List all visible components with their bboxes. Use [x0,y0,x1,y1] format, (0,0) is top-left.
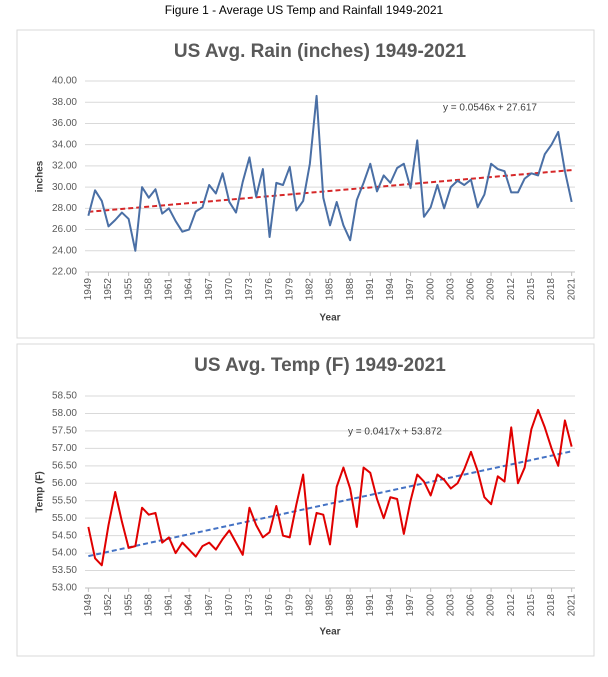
x-tick-label: 1955 [123,278,134,301]
x-tick-label: 1988 [345,278,356,301]
y-tick-label: 57.50 [52,426,77,437]
y-axis-title: Temp (F) [35,471,46,512]
x-tick-label: 2003 [445,278,456,301]
x-tick-label: 2000 [425,594,436,617]
x-tick-label: 2006 [466,594,477,617]
y-tick-label: 56.00 [52,478,77,489]
x-tick-label: 2009 [486,594,497,617]
y-tick-label: 54.00 [52,548,77,559]
x-tick-label: 1961 [164,278,175,301]
data-line [87,408,573,567]
x-tick-label: 2021 [566,278,577,301]
x-tick-label: 1997 [405,278,416,301]
y-tick-label: 40.00 [52,76,77,87]
x-tick-label: 1949 [83,278,94,301]
x-tick-label: 2003 [445,594,456,617]
y-tick-label: 57.00 [52,443,77,454]
x-tick-label: 2000 [425,278,436,301]
x-tick-label: 1994 [385,278,396,301]
x-tick-label: 2012 [506,278,517,301]
x-tick-label: 1973 [244,594,255,617]
x-tick-label: 1991 [365,594,376,617]
x-tick-label: 1991 [365,278,376,301]
x-tick-label: 1994 [385,594,396,617]
y-tick-label: 24.00 [52,245,77,256]
y-tick-label: 28.00 [52,203,77,214]
y-tick-label: 55.00 [52,513,77,524]
y-tick-label: 22.00 [52,267,77,278]
x-tick-label: 1964 [184,278,195,301]
y-tick-label: 55.50 [52,495,77,506]
x-tick-label: 1985 [325,278,336,301]
y-tick-label: 32.00 [52,161,77,172]
chart-title: US Avg. Temp (F) 1949-2021 [194,355,446,376]
y-tick-label: 36.00 [52,118,77,129]
y-tick-label: 26.00 [52,224,77,235]
x-tick-label: 2009 [486,278,497,301]
y-tick-label: 30.00 [52,182,77,193]
x-tick-label: 1985 [325,594,336,617]
x-tick-label: 2021 [566,594,577,617]
x-tick-label: 1967 [204,278,215,301]
y-tick-label: 56.50 [52,460,77,471]
y-tick-label: 53.50 [52,565,77,576]
x-tick-label: 2015 [526,278,537,301]
y-tick-label: 58.00 [52,408,77,419]
x-tick-label: 1958 [143,594,154,617]
x-tick-label: 1973 [244,278,255,301]
x-tick-label: 1970 [224,594,235,617]
x-tick-label: 1970 [224,278,235,301]
x-tick-label: 2018 [546,278,557,301]
trendline-equation: y = 0.0546x + 27.617 [443,103,537,114]
x-tick-label: 1982 [305,594,316,617]
x-tick-label: 1955 [123,594,134,617]
x-tick-label: 1988 [345,594,356,617]
x-tick-label: 1949 [83,594,94,617]
x-axis-title: Year [319,627,340,638]
x-tick-label: 1967 [204,594,215,617]
figure-title: Figure 1 - Average US Temp and Rainfall … [165,3,444,17]
x-tick-label: 1961 [164,594,175,617]
x-tick-label: 2006 [466,278,477,301]
x-tick-label: 1979 [284,594,295,617]
x-tick-label: 1976 [264,278,275,301]
x-tick-label: 1976 [264,594,275,617]
x-axis-title: Year [319,313,340,324]
x-tick-label: 2018 [546,594,557,617]
y-tick-label: 34.00 [52,139,77,150]
y-axis-title: inches [35,160,46,192]
x-tick-label: 1952 [103,278,114,301]
x-tick-label: 2012 [506,594,517,617]
trendline [88,169,572,213]
trendline-equation: y = 0.0417x + 53.872 [348,427,442,438]
y-tick-label: 38.00 [52,97,77,108]
data-line [87,94,573,252]
x-tick-label: 1958 [143,278,154,301]
x-tick-label: 2015 [526,594,537,617]
x-tick-label: 1997 [405,594,416,617]
x-tick-label: 1982 [305,278,316,301]
x-tick-label: 1964 [184,594,195,617]
x-tick-label: 1952 [103,594,114,617]
y-tick-label: 53.00 [52,583,77,594]
chart-title: US Avg. Rain (inches) 1949-2021 [174,41,467,62]
y-tick-label: 54.50 [52,530,77,541]
y-tick-label: 58.50 [52,391,77,402]
x-tick-label: 1979 [284,278,295,301]
